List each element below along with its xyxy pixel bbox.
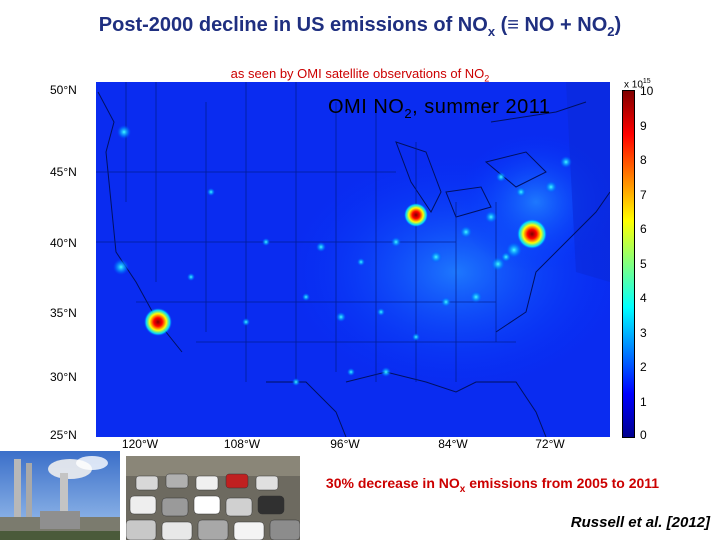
reference-citation: Russell et al. [2012] [570, 514, 710, 531]
colorbar-tick-7: 7 [640, 188, 647, 202]
state-borders [96, 82, 516, 382]
colorbar-tick-4: 4 [640, 291, 647, 305]
colorbar-exponent-power: 15 [642, 78, 651, 85]
colorbar-tick-0: 0 [640, 428, 647, 442]
lon-label-120w: 120°W [121, 437, 159, 451]
title-end: ) [614, 14, 622, 36]
colorbar-exponent: x 1015 [624, 78, 651, 90]
lon-label-108w: 108°W [223, 437, 261, 451]
bottom-caption-post: emissions from 2005 to 2011 [465, 475, 660, 491]
no2-map [96, 82, 610, 437]
lon-label-96w: 96°W [330, 437, 360, 451]
colorbar-tick-1: 1 [640, 395, 647, 409]
lat-label-40n: 40°N [50, 236, 77, 250]
colorbar-tick-2: 2 [640, 360, 647, 374]
slide-subtitle: as seen by OMI satellite observations of… [0, 66, 720, 84]
colorbar-tick-5: 5 [640, 257, 647, 271]
bottom-caption-sub: x [459, 483, 466, 495]
swath-edge [566, 82, 610, 282]
coastlines [97, 91, 610, 437]
lat-label-25n: 25°N [50, 428, 77, 442]
colorbar-tick-10: 10 [640, 84, 654, 98]
emissions-decrease-caption: 30% decrease in NOx emissions from 2005 … [270, 475, 715, 495]
map-caption-end: , summer 2011 [412, 96, 551, 118]
hotspot-washington [491, 257, 505, 271]
lon-label-84w: 84°W [438, 437, 468, 451]
colorbar-tick-8: 8 [640, 153, 647, 167]
hotspot-chicago [404, 203, 428, 227]
title-sub-x: x [487, 24, 496, 39]
lat-label-45n: 45°N [50, 165, 77, 179]
power-plant-photo [0, 451, 120, 540]
colorbar-tick-6: 6 [640, 222, 647, 236]
colorbar [622, 90, 635, 438]
city-dots [113, 125, 572, 386]
title-main: Post-2000 decline in US emissions of NO [98, 14, 488, 36]
lat-label-30n: 30°N [50, 370, 77, 384]
traffic-illustration [126, 456, 300, 540]
title-sub-2: 2 [607, 24, 615, 39]
subtitle-sub: 2 [484, 73, 490, 84]
hotspot-philadelphia [506, 242, 522, 258]
hotspot-los-angeles [144, 308, 172, 336]
power-plant-illustration [0, 451, 120, 540]
lat-label-35n: 35°N [50, 306, 77, 320]
map-caption: OMI NO2, summer 2011 [328, 96, 608, 121]
subtitle-main: as seen by OMI satellite observations of… [230, 66, 485, 81]
no2-map-svg [96, 82, 610, 437]
lat-label-50n: 50°N [50, 83, 77, 97]
colorbar-tick-9: 9 [640, 119, 647, 133]
title-mid: (≡ NO + NO [495, 14, 608, 36]
map-caption-sub: 2 [404, 106, 413, 121]
hotspot-new-york [517, 219, 547, 249]
colorbar-tick-3: 3 [640, 326, 647, 340]
map-caption-main: OMI NO [328, 96, 405, 118]
slide-title: Post-2000 decline in US emissions of NOx… [0, 14, 720, 39]
bottom-caption-pre: 30% decrease in NO [325, 475, 460, 491]
colorbar-exponent-base: x 10 [624, 79, 643, 91]
lon-label-72w: 72°W [535, 437, 565, 451]
traffic-photo [126, 456, 300, 540]
